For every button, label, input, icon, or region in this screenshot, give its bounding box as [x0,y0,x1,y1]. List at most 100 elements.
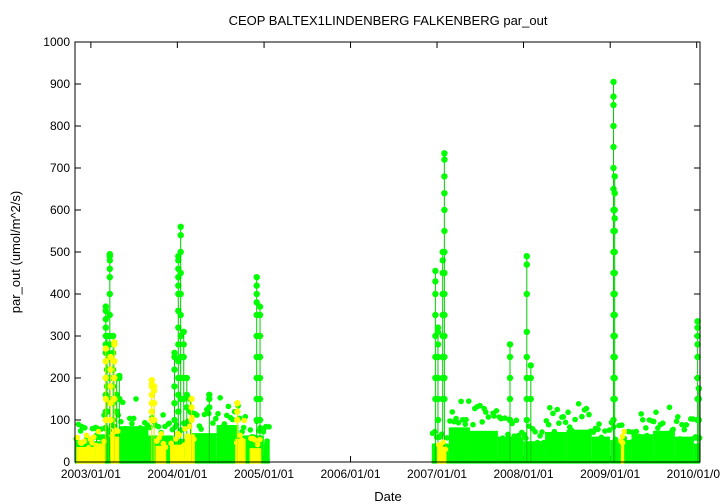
data-point [610,416,617,424]
y-tick-label: 800 [50,119,70,133]
data-point [173,436,179,442]
data-block [249,448,262,462]
data-point [610,101,617,109]
data-point [95,428,102,435]
data-point [441,311,448,319]
data-point [239,437,245,443]
data-point [188,416,195,424]
data-point [491,413,497,419]
data-point [694,341,701,348]
data-point [253,282,260,289]
data-block [110,436,120,462]
data-point [603,437,610,443]
data-point [257,436,263,443]
data-point [463,416,469,423]
data-point [106,290,114,298]
data-point [487,431,494,437]
data-point [679,421,685,428]
data-point [523,261,530,268]
data-block [235,438,246,462]
data-point [483,409,489,415]
data-point [431,428,438,435]
data-point [175,324,182,331]
data-block [469,430,498,462]
data-point [575,401,582,407]
data-point [666,404,673,411]
data-point [602,428,608,434]
data-point [166,420,172,427]
data-point [596,421,602,427]
data-point [621,428,627,435]
y-tick-label: 100 [50,413,70,427]
data-point [247,427,254,433]
data-point [116,372,123,380]
data-point [670,426,676,433]
y-axis-label: par_out (umol/m^2/s) [8,191,23,313]
data-point [113,408,120,415]
data-point [102,316,110,323]
data-point [523,416,530,424]
x-tick-label: 2004/01/01 [147,467,207,481]
data-point [434,353,442,361]
data-point [148,376,155,384]
data-point [639,417,646,423]
data-point [441,173,448,180]
data-point [106,311,114,319]
x-tick-label: 2008/01/01 [493,467,553,481]
data-point [493,408,500,414]
data-point [77,428,84,434]
data-point [183,391,190,398]
data-point [102,303,110,310]
data-point [234,416,241,424]
data-point [207,435,214,442]
data-point [124,426,131,433]
data-point [177,232,184,239]
data-point [171,383,178,390]
data-point [107,383,114,390]
data-point [210,420,216,426]
data-point [458,398,464,405]
data-point [213,415,219,422]
data-point [441,353,448,361]
data-point [180,328,187,335]
data-point [506,353,514,361]
data-point [437,444,444,450]
data-point [254,441,261,448]
data-point [610,78,617,86]
data-point [694,332,701,340]
data-point [440,439,446,446]
data-point [579,413,585,420]
y-tick-label: 600 [50,203,70,217]
data-point [694,324,701,331]
data-point [198,426,204,432]
data-point [470,421,476,428]
data-block [591,436,610,462]
plot-area [73,78,703,464]
data-point [534,439,541,446]
data-point [186,423,193,430]
plot-frame [74,41,701,463]
data-point [695,416,702,424]
data-point [611,269,618,277]
data-point [653,409,659,416]
data-point [106,274,114,281]
data-point [479,419,486,425]
data-point [177,269,184,277]
data-point [432,267,439,275]
x-tick-label: 2006/01/01 [321,467,381,481]
x-tick-label: 2009/01/01 [580,467,640,481]
data-point [683,422,690,428]
data-point [155,423,162,430]
data-point [93,442,99,449]
data-point [432,278,439,285]
data-block [263,442,270,462]
data-point [130,415,137,422]
data-point [523,435,529,442]
data-point [116,395,123,403]
data-point [619,422,625,428]
data-point [644,432,650,439]
data-point [441,248,448,256]
data-point [184,433,191,440]
data-point [102,416,110,424]
